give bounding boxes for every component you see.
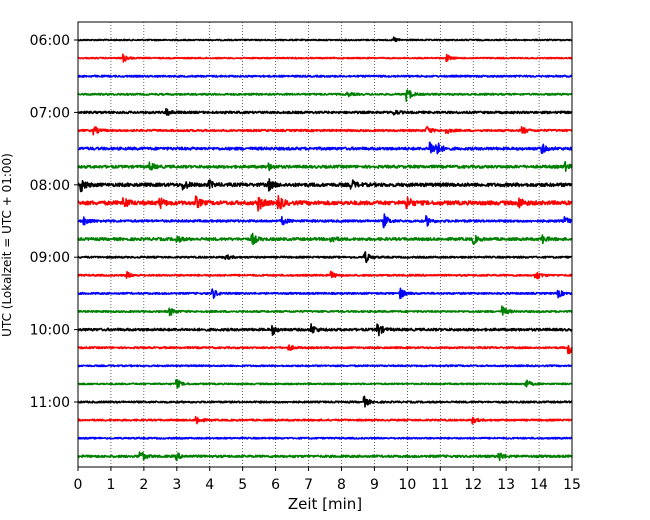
x-tick-label-5: 5 — [238, 477, 247, 493]
trace-1100 — [77, 395, 573, 408]
x-tick-label-9: 9 — [370, 477, 379, 493]
trace-0800 — [77, 178, 573, 193]
trace-1000 — [77, 323, 573, 337]
y-tick-label-0700: 07:00 — [30, 105, 70, 121]
x-tick-label-14: 14 — [530, 477, 548, 493]
trace-0600 — [77, 36, 573, 43]
x-tick-label-8: 8 — [337, 477, 346, 493]
x-tick-label-2: 2 — [139, 477, 148, 493]
x-tick-label-11: 11 — [431, 477, 449, 493]
trace-1115 — [77, 415, 573, 425]
trace-0615 — [77, 53, 573, 63]
trace-1130 — [77, 436, 573, 440]
y-tick-label-0900: 09:00 — [30, 250, 70, 266]
x-tick-label-10: 10 — [398, 477, 416, 493]
y-tick-label-0800: 08:00 — [30, 178, 70, 194]
trace-0900 — [77, 251, 573, 264]
trace-0745 — [77, 161, 573, 172]
x-tick-label-4: 4 — [205, 477, 214, 493]
trace-0715 — [77, 126, 573, 136]
x-tick-label-7: 7 — [304, 477, 313, 493]
trace-0915 — [77, 270, 573, 280]
x-tick-label-12: 12 — [464, 477, 482, 493]
y-tick-label-1100: 11:00 — [30, 395, 70, 411]
x-axis-label: Zeit [min] — [288, 495, 362, 513]
x-tick-label-15: 15 — [563, 477, 581, 493]
trace-0630 — [77, 74, 573, 78]
y-tick-label-0600: 06:00 — [30, 33, 70, 49]
trace-1030 — [77, 364, 573, 368]
x-tick-label-0: 0 — [74, 477, 83, 493]
trace-1045 — [77, 379, 573, 389]
x-axis-ticks: 0 1 2 3 4 5 6 7 8 9 10 11 12 13 14 15 — [74, 467, 581, 493]
trace-0830 — [77, 213, 573, 229]
trace-0945 — [77, 305, 573, 317]
trace-0730 — [77, 141, 573, 155]
trace-0930 — [77, 287, 573, 300]
trace-0845 — [77, 232, 573, 246]
x-tick-label-3: 3 — [172, 477, 181, 493]
trace-0815 — [77, 195, 573, 212]
seismic-traces — [77, 36, 573, 462]
x-tick-label-1: 1 — [106, 477, 115, 493]
y-axis-ticks: 06:00 07:00 08:00 09:00 10:00 11:00 — [30, 33, 78, 411]
trace-1145 — [77, 451, 573, 462]
x-tick-label-6: 6 — [271, 477, 280, 493]
trace-0700 — [77, 108, 573, 116]
x-tick-label-13: 13 — [497, 477, 515, 493]
y-tick-label-1000: 10:00 — [30, 323, 70, 339]
plot-frame — [77, 21, 573, 468]
y-axis-label: UTC (Lokalzeit = UTC + 01:00) — [0, 153, 14, 337]
trace-1015 — [77, 344, 573, 355]
trace-0645 — [77, 89, 573, 102]
